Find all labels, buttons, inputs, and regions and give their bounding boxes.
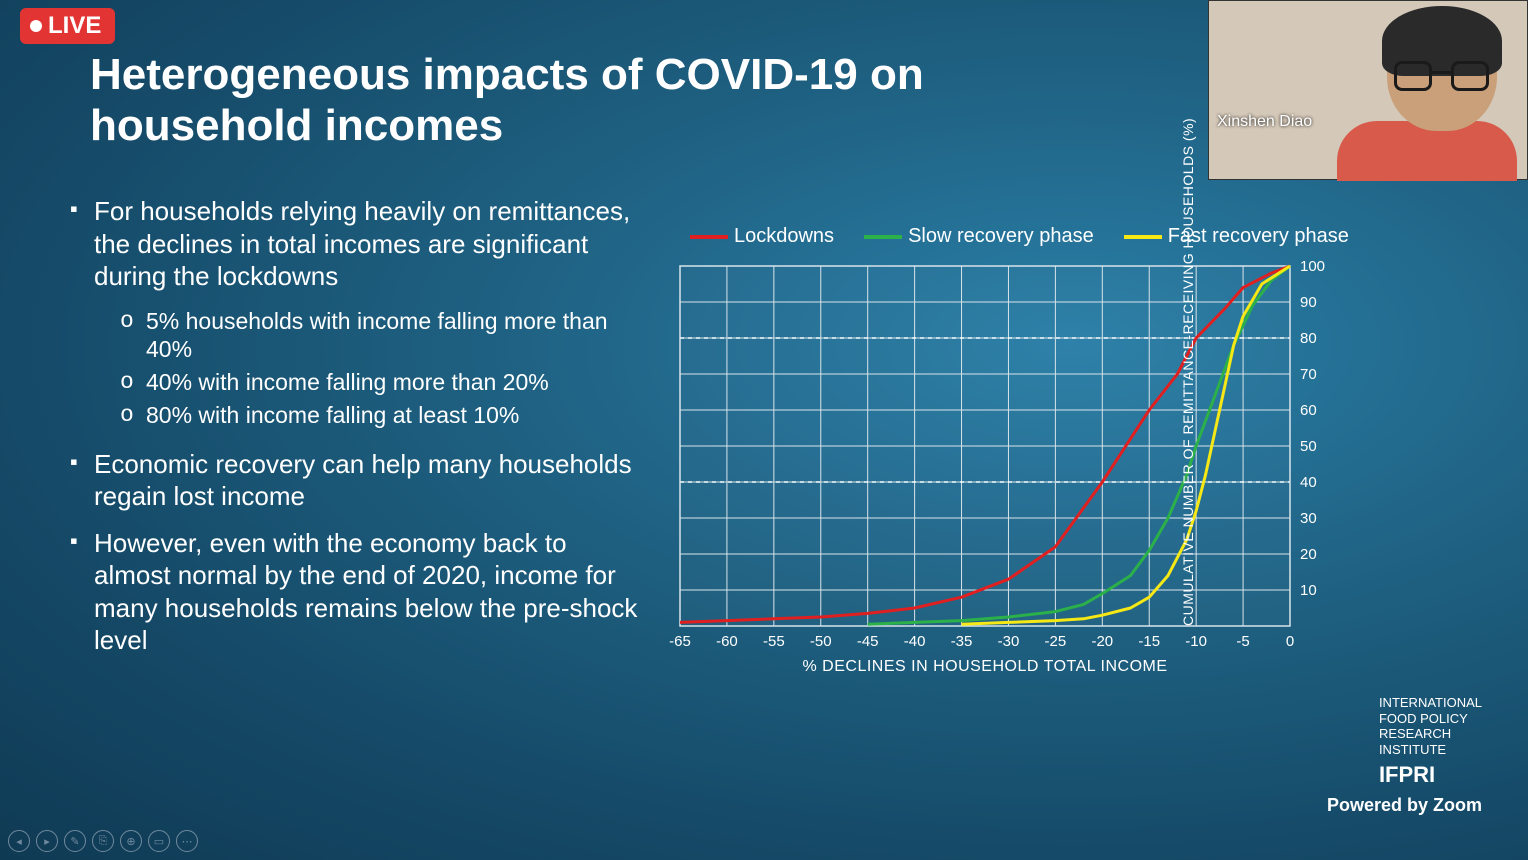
svg-text:10: 10 (1300, 582, 1317, 599)
live-badge: LIVE (20, 8, 115, 44)
org-logo-text: INTERNATIONALFOOD POLICYRESEARCHINSTITUT… (1379, 695, 1482, 788)
legend-item: Lockdowns (690, 225, 834, 248)
legend-item: Slow recovery phase (864, 225, 1094, 248)
sub-bullet-item: o80% with income falling at least 10% (120, 401, 640, 430)
svg-text:60: 60 (1300, 402, 1317, 419)
svg-text:-15: -15 (1138, 633, 1160, 650)
slide-title: Heterogeneous impacts of COVID-19 on hou… (90, 50, 990, 151)
svg-text:-25: -25 (1045, 633, 1067, 650)
bullet-item: ▪For households relying heavily on remit… (70, 195, 640, 293)
powered-by-label: Powered by Zoom (1327, 795, 1482, 816)
chart-svg: -65-60-55-50-45-40-35-30-25-20-15-10-501… (680, 266, 1290, 626)
svg-text:90: 90 (1300, 294, 1317, 311)
bullet-text: However, even with the economy back to a… (94, 527, 640, 657)
webcam-thumbnail[interactable]: Xinshen Diao (1208, 0, 1528, 180)
legend-label: Slow recovery phase (908, 225, 1094, 248)
svg-text:-45: -45 (857, 633, 879, 650)
svg-text:80: 80 (1300, 330, 1317, 347)
bullet-text: For households relying heavily on remitt… (94, 195, 640, 293)
org-acronym: IFPRI (1379, 762, 1482, 788)
svg-text:-10: -10 (1185, 633, 1207, 650)
x-axis-label: % DECLINES IN HOUSEHOLD TOTAL INCOME (680, 658, 1290, 676)
svg-text:-5: -5 (1236, 633, 1249, 650)
live-dot-icon (30, 20, 42, 32)
sub-bullet-text: 40% with income falling more than 20% (146, 368, 549, 397)
legend-swatch (1124, 235, 1162, 239)
bullet-text: Economic recovery can help many househol… (94, 448, 640, 513)
y-axis-label: CUMULATIVE NUMBER OF REMITTANCE-RECEIVIN… (1180, 266, 1196, 626)
svg-text:-20: -20 (1091, 633, 1113, 650)
legend-item: Fast recovery phase (1124, 225, 1349, 248)
sub-bullet-item: o40% with income falling more than 20% (120, 368, 640, 397)
more-button[interactable]: ⋯ (176, 830, 198, 852)
svg-text:-30: -30 (998, 633, 1020, 650)
svg-text:-35: -35 (951, 633, 973, 650)
org-line: FOOD POLICY (1379, 711, 1482, 727)
bullet-item: ▪Economic recovery can help many househo… (70, 448, 640, 513)
play-button[interactable]: ▸ (36, 830, 58, 852)
org-line: INSTITUTE (1379, 742, 1482, 758)
svg-text:-60: -60 (716, 633, 738, 650)
player-controls: ◂ ▸ ✎ ⎘ ⊕ ▭ ⋯ (8, 830, 198, 852)
svg-text:-65: -65 (669, 633, 691, 650)
live-text: LIVE (48, 12, 101, 40)
bullet-list: ▪For households relying heavily on remit… (70, 195, 640, 671)
sub-bullet-text: 5% households with income falling more t… (146, 307, 640, 365)
pen-button[interactable]: ✎ (64, 830, 86, 852)
copy-button[interactable]: ⎘ (92, 830, 114, 852)
svg-text:-40: -40 (904, 633, 926, 650)
sub-bullet-item: o5% households with income falling more … (120, 307, 640, 365)
legend-swatch (864, 235, 902, 239)
prev-button[interactable]: ◂ (8, 830, 30, 852)
svg-text:100: 100 (1300, 258, 1325, 275)
chart-legend: Lockdowns Slow recovery phase Fast recover… (690, 225, 1380, 248)
svg-text:50: 50 (1300, 438, 1317, 455)
legend-swatch (690, 235, 728, 239)
svg-text:-55: -55 (763, 633, 785, 650)
webcam-person-icon (1357, 11, 1517, 181)
svg-text:70: 70 (1300, 366, 1317, 383)
org-line: INTERNATIONAL (1379, 695, 1482, 711)
screen-button[interactable]: ▭ (148, 830, 170, 852)
svg-text:-50: -50 (810, 633, 832, 650)
svg-text:30: 30 (1300, 510, 1317, 527)
svg-text:20: 20 (1300, 546, 1317, 563)
webcam-name-label: Xinshen Diao (1217, 113, 1312, 131)
legend-label: Lockdowns (734, 225, 834, 248)
zoom-button[interactable]: ⊕ (120, 830, 142, 852)
sub-bullet-text: 80% with income falling at least 10% (146, 401, 519, 430)
svg-text:40: 40 (1300, 474, 1317, 491)
org-line: RESEARCH (1379, 726, 1482, 742)
svg-text:0: 0 (1286, 633, 1294, 650)
chart-container: Lockdowns Slow recovery phase Fast recover… (660, 225, 1380, 695)
bullet-item: ▪However, even with the economy back to … (70, 527, 640, 657)
chart-plot: -65-60-55-50-45-40-35-30-25-20-15-10-501… (680, 266, 1290, 626)
